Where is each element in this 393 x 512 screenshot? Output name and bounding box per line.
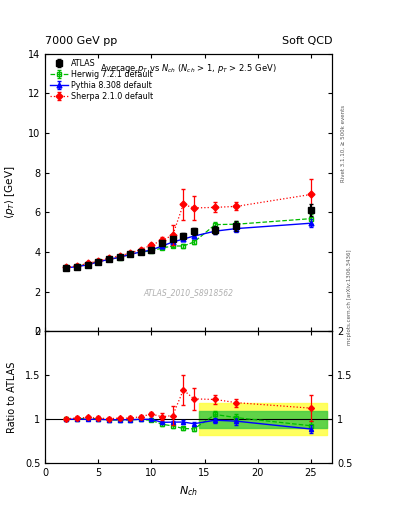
Text: ATLAS_2010_S8918562: ATLAS_2010_S8918562 (143, 288, 234, 297)
Text: Rivet 3.1.10, ≥ 500k events: Rivet 3.1.10, ≥ 500k events (341, 105, 346, 182)
Y-axis label: $\langle p_T \rangle$ [GeV]: $\langle p_T \rangle$ [GeV] (2, 166, 17, 219)
Text: Average $p_T$ vs $N_{ch}$ ($N_{ch}$ > 1, $p_T$ > 2.5 GeV): Average $p_T$ vs $N_{ch}$ ($N_{ch}$ > 1,… (100, 62, 277, 75)
Legend: ATLAS, Herwig 7.2.1 default, Pythia 8.308 default, Sherpa 2.1.0 default: ATLAS, Herwig 7.2.1 default, Pythia 8.30… (48, 57, 155, 102)
Text: mcplots.cern.ch [arXiv:1306.3436]: mcplots.cern.ch [arXiv:1306.3436] (347, 249, 352, 345)
X-axis label: $N_{ch}$: $N_{ch}$ (179, 484, 198, 498)
Text: 7000 GeV pp: 7000 GeV pp (45, 36, 118, 46)
Text: Soft QCD: Soft QCD (282, 36, 332, 46)
Y-axis label: Ratio to ATLAS: Ratio to ATLAS (7, 361, 17, 433)
